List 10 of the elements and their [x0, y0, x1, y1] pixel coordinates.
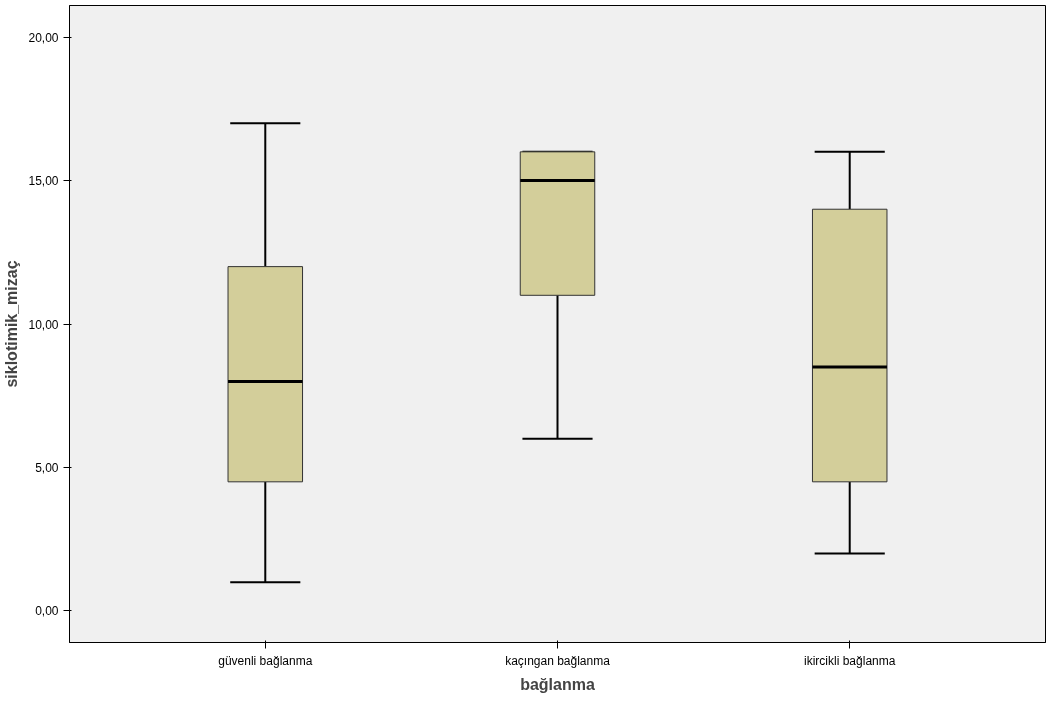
x-tick-label: ikircikli bağlanma — [804, 653, 896, 668]
x-tick-label: güvenli bağlanma — [218, 653, 313, 668]
y-axis-title: siklotimik_mizaç — [3, 260, 21, 388]
y-tick-label: 15,00 — [28, 174, 59, 189]
y-tick-label: 5,00 — [35, 460, 59, 475]
y-tick-label: 0,00 — [35, 604, 59, 619]
y-tick-label: 20,00 — [28, 30, 59, 45]
x-axis-title: bağlanma — [520, 675, 595, 693]
y-tick-label: 10,00 — [28, 317, 59, 332]
x-tick-label: kaçıngan bağlanma — [505, 653, 611, 668]
